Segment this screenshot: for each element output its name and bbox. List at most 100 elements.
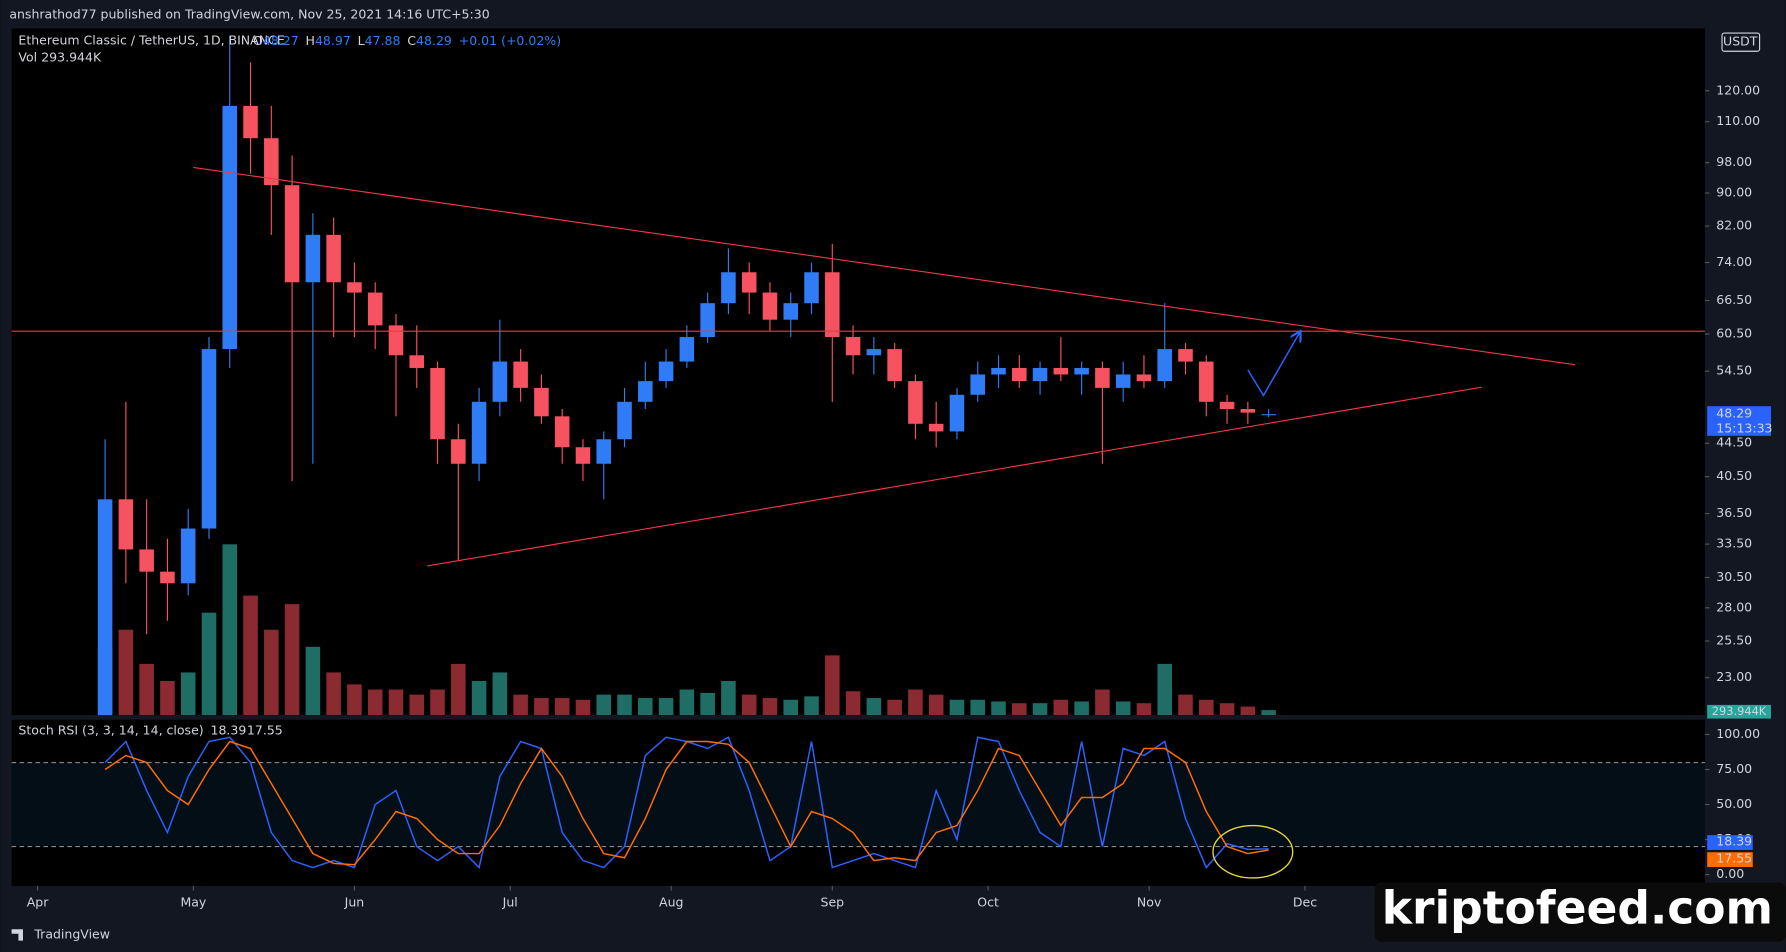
volume-bar (721, 680, 736, 716)
forecast-arrow (1247, 332, 1300, 397)
volume-bar (928, 694, 944, 716)
stoch-y-tick-label: 0.00 (1716, 866, 1744, 881)
x-tick-label: Dec (1293, 895, 1317, 910)
stoch-badge-value: 18.39 (1716, 833, 1752, 848)
stoch-legend-value: 18.39 (210, 723, 246, 738)
volume-bar (887, 699, 902, 716)
ohlc-value: 48.27 (263, 32, 299, 47)
candle-body (118, 499, 134, 550)
volume-bar (991, 701, 1006, 716)
candle-body (139, 549, 154, 572)
volume-bar (700, 692, 715, 716)
volume-bar (347, 684, 362, 716)
candle-body (679, 337, 695, 362)
volume-badge-value: 293.944K (1712, 704, 1767, 718)
volume-bar (1178, 694, 1193, 716)
candle-body (1199, 361, 1214, 402)
volume-bar (970, 699, 986, 716)
volume-bar (1240, 706, 1256, 716)
candle-body (160, 571, 175, 584)
volume-title: Vol (18, 50, 37, 65)
candle-body (451, 439, 466, 464)
highlight-ellipse (1212, 824, 1294, 879)
candle-body (492, 361, 508, 402)
volume-bar (243, 595, 258, 716)
brand: TradingView (33, 926, 110, 941)
volume-bar (554, 698, 570, 716)
candle-body (284, 185, 300, 283)
volume-bar (658, 698, 674, 716)
volume-bar (201, 612, 217, 716)
candle-body (430, 367, 445, 440)
candle-body (264, 138, 279, 186)
candle-body (305, 234, 321, 283)
volume-bar (596, 694, 612, 716)
y-tick-label: 44.50 (1716, 435, 1752, 450)
volume-bar (866, 698, 882, 716)
watermark-bg (1374, 882, 1786, 942)
stoch-legend-value: 17.55 (247, 723, 283, 738)
volume-bar (264, 629, 279, 716)
trendline (193, 166, 1576, 366)
y-tick-label: 33.50 (1716, 536, 1752, 551)
candle-body (388, 325, 404, 356)
y-tick-label: 36.50 (1716, 505, 1752, 520)
volume-bar (1261, 710, 1276, 716)
volume-bar (139, 663, 154, 716)
y-tick-label: 40.50 (1716, 468, 1752, 483)
volume-bar (534, 698, 549, 716)
candle-body (1074, 367, 1089, 375)
x-tick-label: Nov (1137, 895, 1162, 910)
stoch-band (11, 762, 1705, 847)
candle-body (243, 105, 258, 139)
candle-body (638, 381, 653, 402)
volume-bar (326, 672, 341, 716)
candle-body (513, 361, 528, 388)
candle-body (1032, 367, 1048, 382)
candle-body (554, 416, 570, 448)
candle-body (700, 303, 715, 338)
stoch-y-tick-label: 100.00 (1716, 726, 1760, 741)
volume-bar (908, 689, 923, 716)
candle-body (866, 349, 882, 356)
volume-bar (1199, 699, 1214, 716)
y-tick-label: 90.00 (1716, 184, 1752, 199)
candle-body (762, 292, 778, 320)
volume-bar (284, 604, 300, 716)
y-tick-label: 82.00 (1716, 218, 1752, 233)
volume-bar (367, 689, 383, 716)
volume-bar (409, 694, 425, 716)
volume-bar (845, 691, 861, 716)
candle-body (1178, 349, 1193, 362)
candle-body (1136, 374, 1152, 382)
symbol: Ethereum Classic / TetherUS, 1D, BINANCE (18, 32, 284, 47)
candle-body (617, 401, 632, 440)
volume-bar (762, 698, 778, 716)
candle-body (1240, 408, 1256, 413)
volume-bar (388, 689, 404, 716)
change: +0.01 (+0.02%) (459, 32, 561, 47)
stoch-badge-value: 17.55 (1716, 851, 1752, 866)
candle-body (825, 272, 840, 338)
candle-body (97, 499, 113, 716)
volume-bar (222, 544, 238, 716)
candle-body (908, 381, 923, 424)
candle-body (1012, 367, 1027, 382)
volume-bar (1012, 703, 1027, 716)
candle-body (222, 105, 238, 350)
volume-bar (1136, 703, 1152, 716)
x-tick-label: Jun (344, 895, 365, 910)
volume-bar (160, 680, 175, 716)
candle-body (928, 423, 944, 432)
volume-bar (1157, 663, 1173, 716)
volume-bar (825, 655, 840, 716)
stoch-line (104, 740, 1269, 866)
candle-body (949, 394, 965, 432)
x-tick-label: May (180, 895, 206, 910)
volume-bar (575, 699, 591, 716)
volume-bar (679, 689, 695, 716)
volume-bar (1115, 701, 1131, 716)
volume-badge (1707, 704, 1771, 719)
candle-body (596, 439, 612, 464)
ohlc-legend: O48.27 H48.97 L47.88 C48.29 +0.01 (+0.02%) (253, 32, 561, 47)
